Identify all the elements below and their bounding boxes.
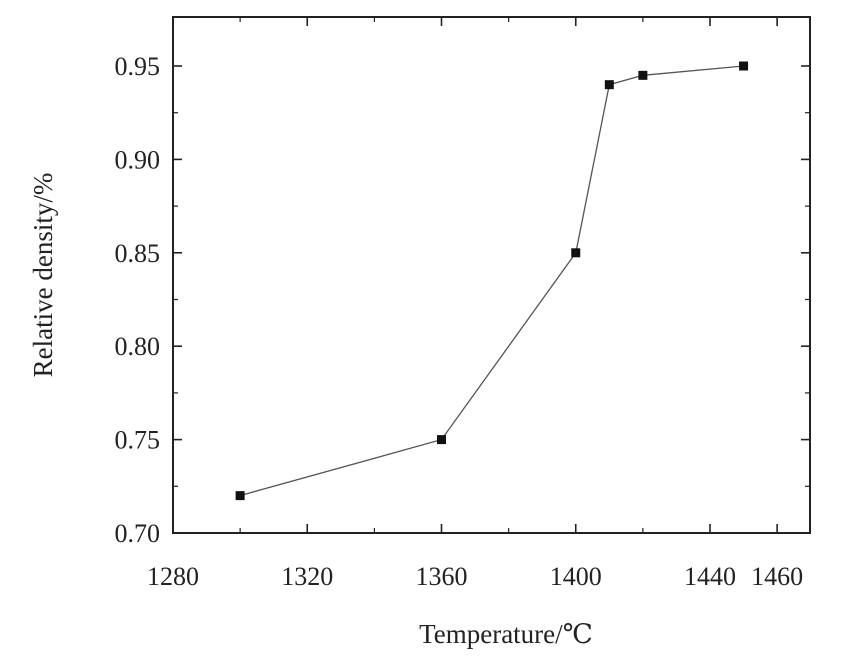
series-line bbox=[239, 65, 744, 497]
data-point-marker bbox=[437, 435, 446, 445]
y-axis-tick-labels: 0.70 0.75 0.80 0.85 0.90 0.95 bbox=[115, 52, 161, 548]
y-tick-label: 0.85 bbox=[115, 239, 161, 268]
plot-frame bbox=[172, 16, 811, 534]
x-axis-tick-labels: 1280 1320 1360 1400 1440 1460 bbox=[147, 562, 803, 591]
y-tick-label: 0.75 bbox=[115, 426, 161, 455]
x-axis-title: Temperature/℃ bbox=[419, 619, 593, 649]
y-tick-label: 0.80 bbox=[115, 332, 161, 361]
x-tick-label: 1460 bbox=[751, 562, 803, 591]
x-tick-label: 1320 bbox=[281, 562, 333, 591]
data-point-marker bbox=[739, 61, 749, 71]
series-markers bbox=[235, 61, 749, 501]
data-point-marker bbox=[571, 248, 581, 258]
x-tick-label: 1400 bbox=[550, 562, 602, 591]
y-tick-label: 0.70 bbox=[115, 519, 161, 548]
x-tick-label: 1440 bbox=[684, 562, 736, 591]
x-tick-label: 1280 bbox=[147, 562, 199, 591]
x-axis-ticks bbox=[172, 17, 778, 533]
x-tick-label: 1360 bbox=[416, 562, 468, 591]
y-axis-title: Relative density/% bbox=[28, 173, 58, 378]
data-point-marker bbox=[638, 70, 648, 80]
data-point-marker bbox=[604, 80, 614, 90]
y-tick-label: 0.95 bbox=[115, 52, 161, 81]
y-axis-ticks bbox=[173, 65, 810, 534]
y-tick-label: 0.90 bbox=[115, 145, 161, 174]
data-point-marker bbox=[235, 491, 245, 501]
